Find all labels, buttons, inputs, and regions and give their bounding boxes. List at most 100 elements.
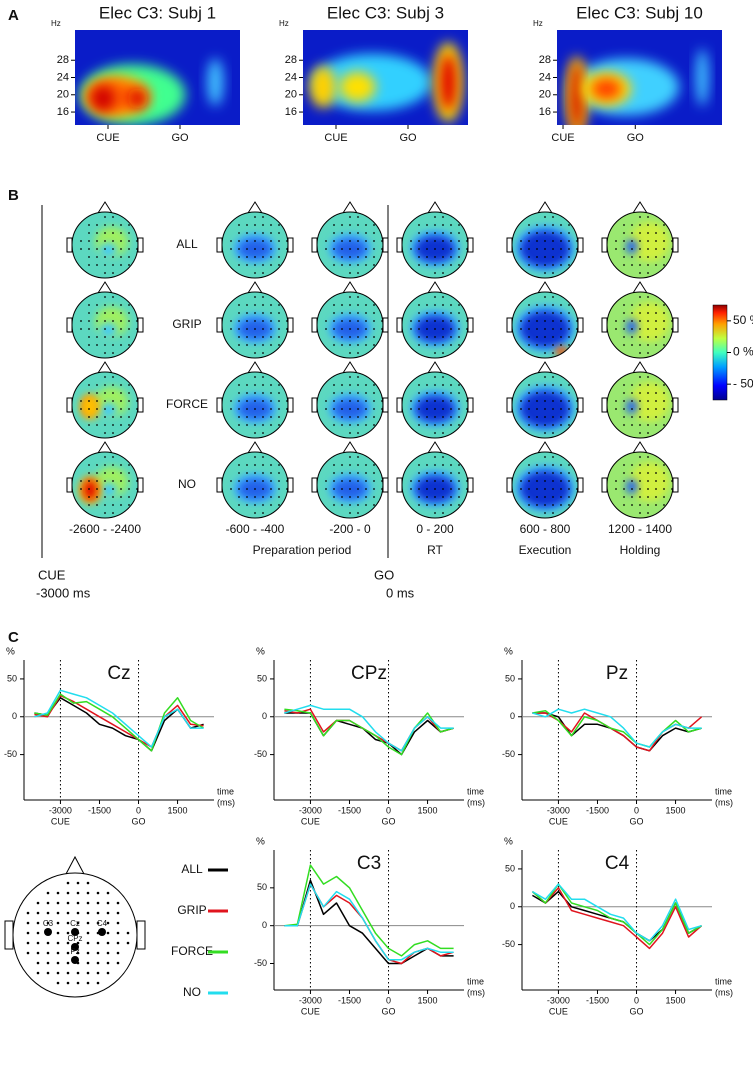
electrode-dot: [365, 256, 367, 258]
electrode-dot: [647, 464, 649, 466]
head-outline: [511, 451, 579, 519]
y-tick-label: 0: [262, 711, 267, 721]
series-line: [34, 689, 204, 748]
series-line: [532, 708, 702, 748]
electrode-dot: [112, 400, 114, 402]
electrode-dot: [418, 304, 420, 306]
electrode-dot: [568, 312, 570, 314]
electrode-dot: [442, 384, 444, 386]
electrode-dot: [623, 392, 625, 394]
electrode-dot: [246, 320, 248, 322]
electrode-dot: [442, 472, 444, 474]
electrode-dot: [262, 416, 264, 418]
electrode-dot: [96, 232, 98, 234]
column-label: 0 - 200: [416, 522, 454, 536]
head-ear: [601, 477, 608, 493]
x-tick-label: 0: [386, 995, 391, 1005]
electrode-dot: [112, 344, 114, 346]
electrode-dot: [639, 504, 641, 506]
electrode-dot: [655, 408, 657, 410]
electrode-dot: [86, 961, 90, 965]
electrode-dot: [254, 232, 256, 234]
electrode-dot: [373, 304, 375, 306]
electrode-dot: [26, 911, 30, 915]
head-ear: [382, 477, 389, 493]
electrode-dot: [112, 416, 114, 418]
electrode-dot: [128, 464, 130, 466]
electrode-dot: [426, 424, 428, 426]
electrode-dot: [639, 344, 641, 346]
electrode-dot: [544, 376, 546, 378]
electrode-dot: [262, 504, 264, 506]
electrode-dot: [112, 352, 114, 354]
y-tick-label: 50: [505, 673, 515, 683]
electrode-dot: [418, 384, 420, 386]
electrode-dot: [373, 496, 375, 498]
electrode-dot: [373, 336, 375, 338]
electrode-dot: [418, 336, 420, 338]
electrode-dot: [333, 256, 335, 258]
electrode-dot: [120, 336, 122, 338]
x-tick-label: 0: [386, 805, 391, 815]
electrode-dot: [112, 376, 114, 378]
head-nose: [537, 201, 553, 214]
legend-label: ALL: [181, 862, 203, 876]
electrode-dot: [544, 216, 546, 218]
electrode-dot: [560, 472, 562, 474]
electrode-dot: [560, 304, 562, 306]
electrode-dot: [426, 480, 428, 482]
cue-time: -3000 ms: [36, 585, 91, 600]
topomap: [607, 292, 673, 358]
electrode-dot: [96, 488, 98, 490]
electrode-dot: [663, 344, 665, 346]
head-ear: [506, 317, 513, 333]
electrode-dot: [373, 400, 375, 402]
head-ear: [287, 477, 294, 493]
period-label: RT: [427, 543, 443, 557]
electrode-dot: [112, 496, 114, 498]
electrode-dot: [568, 304, 570, 306]
y-tick-label: 50: [7, 673, 17, 683]
electrode-dot: [341, 480, 343, 482]
electrode-dot: [341, 240, 343, 242]
electrode-dot: [568, 480, 570, 482]
event-label: CUE: [51, 816, 70, 826]
electrode-dot: [647, 408, 649, 410]
electrode-dot: [238, 504, 240, 506]
electrode-dot: [349, 272, 351, 274]
head-nose: [247, 281, 263, 294]
electrode-dot: [536, 392, 538, 394]
electrode-dot: [544, 384, 546, 386]
electrode-dot: [426, 400, 428, 402]
electrode-dot: [418, 488, 420, 490]
electrode-dot: [528, 408, 530, 410]
electrode-dot: [536, 400, 538, 402]
electrode-dot: [663, 416, 665, 418]
electrode-dot: [552, 376, 554, 378]
electrode-dot: [631, 424, 633, 426]
electrode-label: CPz: [67, 934, 82, 943]
electrode-dot: [357, 464, 359, 466]
electrode-dot: [238, 232, 240, 234]
electrode-dot: [647, 296, 649, 298]
topomap: [607, 452, 673, 518]
electrode-dot: [631, 232, 633, 234]
electrode-dot: [560, 384, 562, 386]
electrode-dot: [442, 464, 444, 466]
electrode-dot: [631, 320, 633, 322]
electrode-dot: [325, 240, 327, 242]
electrode-dot: [128, 480, 130, 482]
column-label: -200 - 0: [329, 522, 371, 536]
electrode-dot: [528, 392, 530, 394]
electrode-dot: [647, 320, 649, 322]
electrode-dot: [120, 224, 122, 226]
electrode-dot: [333, 240, 335, 242]
electrode-dot: [88, 504, 90, 506]
electrode-dot: [96, 941, 100, 945]
electrode-dot: [128, 232, 130, 234]
electrode-dot: [254, 464, 256, 466]
electrode-dot: [639, 488, 641, 490]
electrode-dot: [544, 432, 546, 434]
electrode-dot: [128, 264, 130, 266]
electrode-dot: [560, 504, 562, 506]
